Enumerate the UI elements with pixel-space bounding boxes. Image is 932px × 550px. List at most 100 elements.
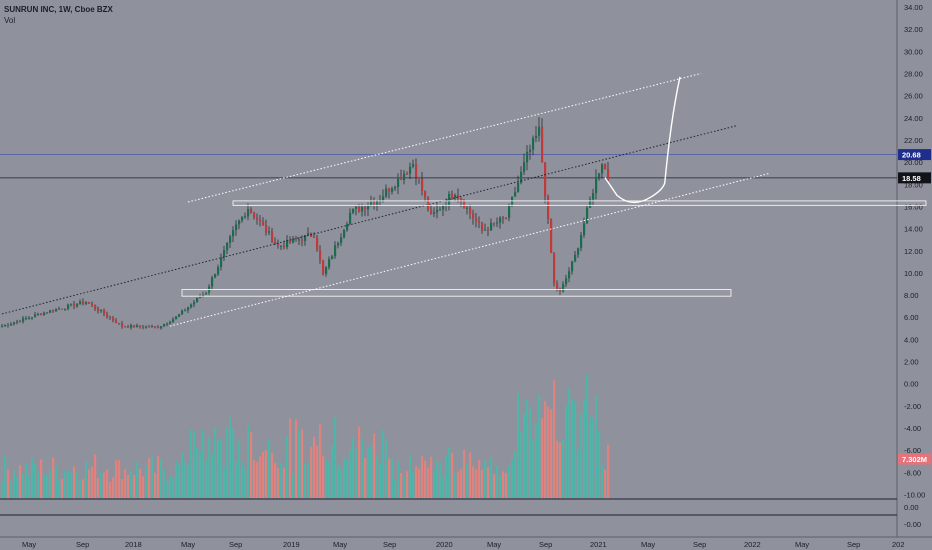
volume-label[interactable]: Vol [4,16,16,25]
volume-bar [217,439,220,498]
candle-body [160,326,163,329]
price-tick-label: 26.00 [904,92,923,101]
candle-body [325,267,328,275]
candle-body [508,204,511,218]
candle-body [424,190,427,198]
price-tick-label: 24.00 [904,114,923,123]
candle-body [502,217,505,219]
candle-body [7,324,10,326]
candle-body [358,207,361,212]
candle-body [505,217,508,219]
volume-bar [424,460,427,498]
candle-body [499,217,502,223]
candle-body [220,257,223,267]
candle-body [562,284,565,292]
volume-bar [103,472,106,498]
candle-body [124,326,127,328]
volume-bar [436,460,439,498]
volume-bar [274,462,277,498]
symbol-title[interactable]: SUNRUN INC, 1W, Cboe BZX [4,5,113,14]
time-tick-label: May [22,540,36,549]
candle-body [487,229,490,231]
candle-body [568,271,571,279]
candle-body [556,283,559,289]
candle-body [130,325,133,328]
time-tick-label: May [181,540,195,549]
candle-body [538,126,541,136]
volume-bar [196,447,199,498]
price-tick-label: 32.00 [904,25,923,34]
volume-bar [571,398,574,498]
candle-body [97,308,100,312]
candle-body [328,259,331,268]
candle-body [373,202,376,205]
price-tick-label: 16.00 [904,202,923,211]
volume-bar [4,455,7,498]
candle-body [106,314,109,317]
candle-body [484,229,487,231]
candle-body [586,207,589,224]
lower-channel-line [169,172,771,327]
candle-body [583,223,586,236]
volume-bar [73,466,76,498]
candle-body [391,188,394,192]
time-tick-label: Sep [229,540,242,549]
candle-body [244,216,247,218]
volume-bar [310,446,313,498]
volume-bar [229,417,232,498]
volume-bar [151,456,154,498]
lower-support-zone [181,289,732,297]
candle-body [526,151,529,163]
price-tick-label: 2.00 [904,358,919,367]
candle-body [271,231,274,243]
volume-bar [544,401,547,498]
candle-body [604,164,607,170]
candle-body [406,173,409,175]
candle-body [337,243,340,246]
volume-bar [526,399,529,498]
candle-body [139,325,142,327]
volume-bar [118,459,121,498]
volume-bar [160,459,163,498]
candle-body [382,196,385,201]
candle-body [133,325,136,328]
volume-bar [523,413,526,498]
volume-bar [34,463,37,498]
volume-bar [223,466,226,498]
volume-bar [556,440,559,498]
volume-bar [106,469,109,498]
price-tick-label: 10.00 [904,269,923,278]
volume-bar [19,465,22,498]
candle-body [514,192,517,197]
candle-body [493,222,496,224]
volume-bar [502,471,505,498]
volume-bar [541,418,544,498]
volume-bar [124,468,127,498]
volume-bar [508,464,511,498]
price-tick-label: -8.00 [904,468,921,477]
candle-body [292,238,295,243]
time-tick-label: 2018 [125,540,142,549]
volume-bar [112,476,115,498]
volume-bar [373,433,376,498]
candle-body [589,199,592,208]
candle-body [40,314,43,316]
candle-body [1,326,4,328]
volume-bar [256,461,259,498]
volume-bar [265,449,268,498]
volume-bar [184,461,187,498]
time-tick-label: May [641,540,655,549]
volume-bar [547,406,550,498]
volume-bar [484,460,487,498]
volume-bar [472,466,475,498]
volume-bar [418,468,421,498]
chart-header: SUNRUN INC, 1W, Cboe BZX Vol [4,4,113,26]
volume-bar [145,465,148,498]
volume-bar [415,466,418,498]
candle-body [205,292,208,295]
candle-body [313,236,316,238]
candle-body [439,209,442,211]
volume-bar [514,451,517,498]
candle-body [193,302,196,305]
